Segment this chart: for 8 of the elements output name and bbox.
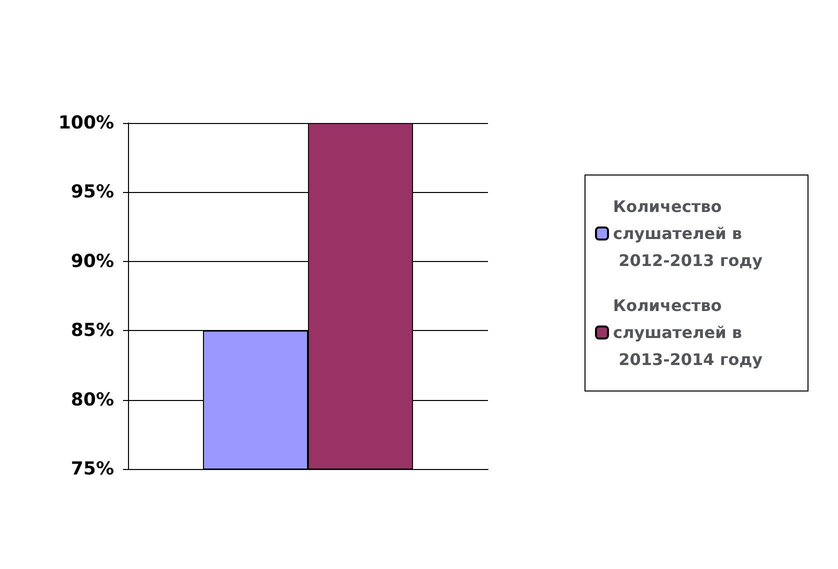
y-tick-label: 75% [70,458,114,480]
legend-label: Количество слушателей в 2012-2013 году [613,197,764,270]
y-tick-label: 85% [70,320,114,342]
y-tick-label: 100% [58,112,114,134]
legend-label: Количество слушателей в 2013-2014 году [613,296,764,369]
y-tick-label: 90% [70,250,114,272]
y-tick-label: 80% [70,389,114,410]
y-tick-label: 95% [70,182,114,203]
